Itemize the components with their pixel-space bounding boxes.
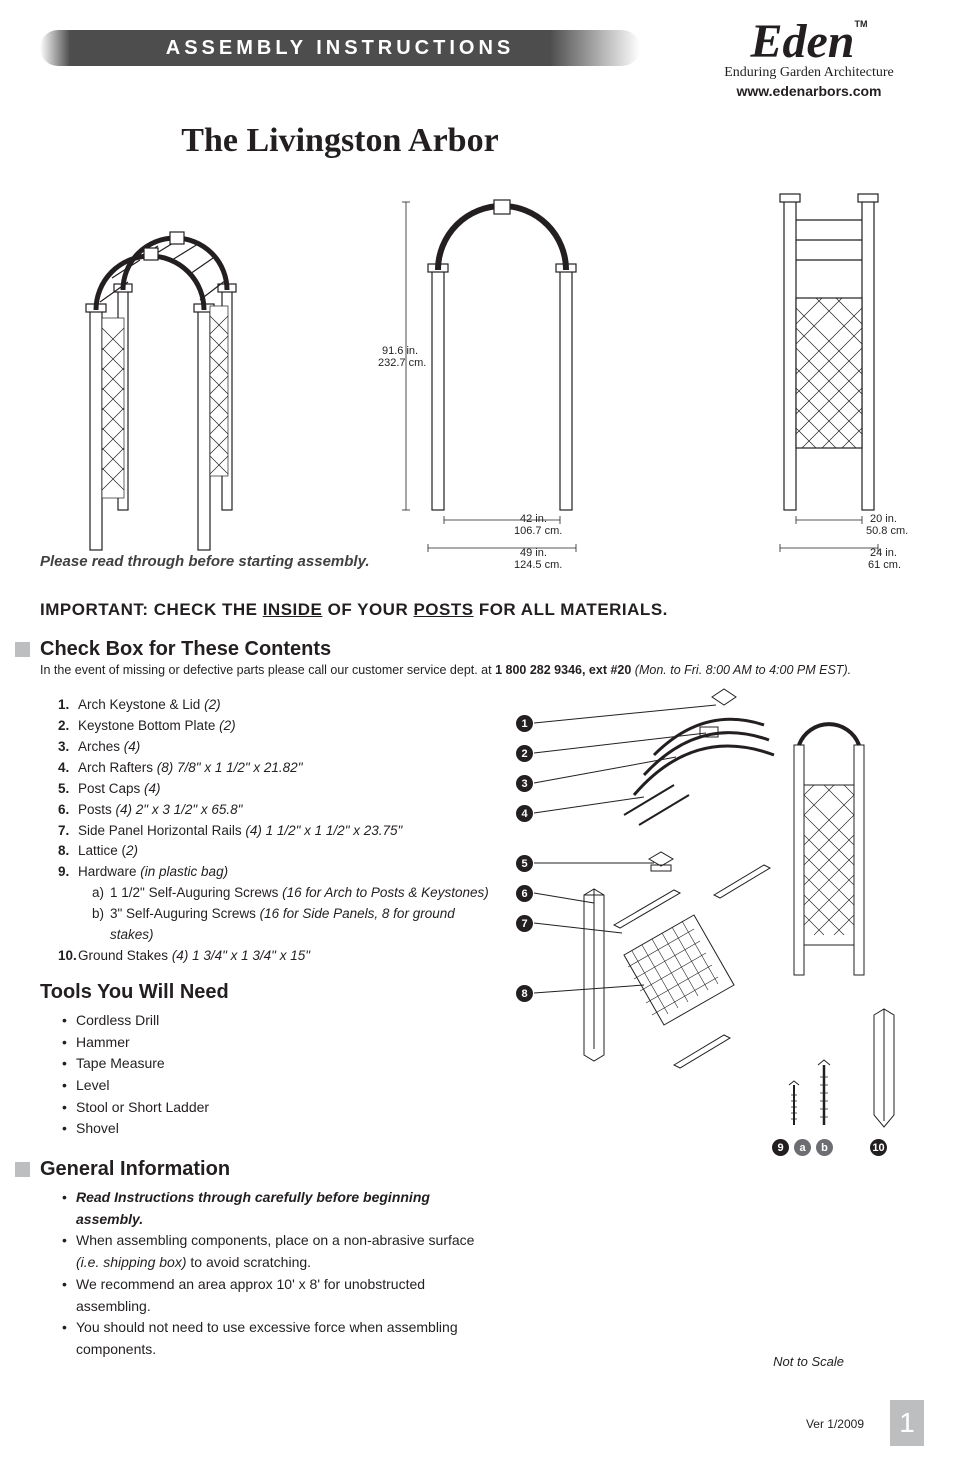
figure-front-elevation: 91.6 in. 232.7 cm. 42 in. 106.7 cm. 49 i… <box>372 170 632 570</box>
brand-tagline: Enduring Garden Architecture <box>704 65 914 81</box>
svg-text:61 cm.: 61 cm. <box>868 559 901 570</box>
general-item: When assembling components, place on a n… <box>62 1230 494 1273</box>
left-column: 1.Arch Keystone & Lid (2)2.Keystone Bott… <box>40 685 494 1361</box>
note-phone: 1 800 282 9346, ext #20 <box>495 663 631 677</box>
dim-winner-in: 42 in. <box>520 513 547 525</box>
dim-side-inner-cm: 50.8 cm. <box>866 525 908 537</box>
callout-7: 7 <box>516 915 533 932</box>
tool-item: Level <box>62 1075 494 1097</box>
callout-9b: b <box>816 1139 833 1156</box>
imp-u1: INSIDE <box>263 600 323 619</box>
svg-text:20 in.: 20 in. <box>870 513 897 525</box>
general-item: You should not need to use excessive for… <box>62 1317 494 1360</box>
general-item: We recommend an area approx 10' x 8' for… <box>62 1274 494 1317</box>
dim-height-in: 91.6 in. <box>382 345 418 357</box>
contents-item: 2.Keystone Bottom Plate (2) <box>58 716 494 737</box>
contents-header: Check Box for These Contents <box>40 638 914 661</box>
svg-text:49 in.: 49 in. <box>520 547 547 559</box>
imp-u2: POSTS <box>413 600 473 619</box>
page-number: 1 <box>890 1400 924 1446</box>
brand-block: EdenTM Enduring Garden Architecture www.… <box>704 20 914 99</box>
contents-note: In the event of missing or defective par… <box>40 663 914 677</box>
contents-item: 4.Arch Rafters (8) 7/8" x 1 1/2" x 21.82… <box>58 758 494 779</box>
contents-list: 1.Arch Keystone & Lid (2)2.Keystone Bott… <box>58 695 494 967</box>
brand-logo: EdenTM <box>704 20 914 63</box>
contents-item: 6.Posts (4) 2" x 3 1/2" x 65.8" <box>58 800 494 821</box>
imp-pre: IMPORTANT: CHECK THE <box>40 600 263 619</box>
general-item: Read Instructions through carefully befo… <box>62 1187 494 1230</box>
callout-8: 8 <box>516 985 533 1002</box>
svg-text:124.5 cm.: 124.5 cm. <box>514 559 562 570</box>
not-to-scale: Not to Scale <box>773 1354 844 1369</box>
svg-text:50.8 cm.: 50.8 cm. <box>866 525 908 537</box>
svg-text:91.6 in.: 91.6 in. <box>382 345 418 357</box>
figure-side-elevation: 20 in. 50.8 cm. 24 in. 61 cm. <box>744 170 914 570</box>
tool-item: Cordless Drill <box>62 1010 494 1032</box>
callout-9a: a <box>794 1139 811 1156</box>
tools-header: Tools You Will Need <box>40 981 494 1004</box>
callout-6: 6 <box>516 885 533 902</box>
version-label: Ver 1/2009 <box>806 1417 864 1431</box>
product-title: The Livingston Arbor <box>40 122 640 160</box>
svg-text:106.7 cm.: 106.7 cm. <box>514 525 562 537</box>
dim-wouter-in: 49 in. <box>520 547 547 559</box>
exploded-view: 1 2 3 4 5 6 7 8 9 a b 10 Not to Scale <box>494 685 914 1361</box>
dim-side-inner-in: 20 in. <box>870 513 897 525</box>
callout-4: 4 <box>516 805 533 822</box>
general-list: Read Instructions through carefully befo… <box>62 1187 494 1361</box>
figure-perspective <box>40 210 260 570</box>
tool-item: Tape Measure <box>62 1053 494 1075</box>
footer: Ver 1/2009 1 <box>40 1401 914 1441</box>
imp-post: FOR ALL MATERIALS. <box>474 600 668 619</box>
read-note: Please read through before starting asse… <box>40 553 370 570</box>
imp-mid: OF YOUR <box>322 600 413 619</box>
contents-item: 3.Arches (4) <box>58 737 494 758</box>
contents-title: Check Box for These Contents <box>40 638 331 661</box>
trademark: TM <box>855 19 868 29</box>
note-text: In the event of missing or defective par… <box>40 663 495 677</box>
section-marker <box>15 1162 30 1177</box>
banner: ASSEMBLY INSTRUCTIONS <box>40 30 640 66</box>
contents-item: 1.Arch Keystone & Lid (2) <box>58 695 494 716</box>
contents-item: 7.Side Panel Horizontal Rails (4) 1 1/2"… <box>58 821 494 842</box>
tool-item: Hammer <box>62 1032 494 1054</box>
callout-9: 9 <box>772 1139 789 1156</box>
svg-text:42 in.: 42 in. <box>520 513 547 525</box>
callout-10: 10 <box>870 1139 887 1156</box>
tools-list: Cordless DrillHammerTape MeasureLevelSto… <box>62 1010 494 1140</box>
tools-title: Tools You Will Need <box>40 981 229 1004</box>
callout-1: 1 <box>516 715 533 732</box>
general-header: General Information <box>40 1158 494 1181</box>
two-column-body: 1.Arch Keystone & Lid (2)2.Keystone Bott… <box>40 685 914 1361</box>
contents-item: 9.Hardware (in plastic bag)a)1 1/2" Self… <box>58 862 494 946</box>
dim-height-cm: 232.7 cm. <box>378 357 426 369</box>
contents-item: 8.Lattice (2) <box>58 841 494 862</box>
note-hours: (Mon. to Fri. 8:00 AM to 4:00 PM EST). <box>631 663 851 677</box>
header: ASSEMBLY INSTRUCTIONS EdenTM Enduring Ga… <box>40 30 914 110</box>
contents-item: 5.Post Caps (4) <box>58 779 494 800</box>
dim-wouter-cm: 124.5 cm. <box>514 559 562 570</box>
tool-item: Stool or Short Ladder <box>62 1097 494 1119</box>
tool-item: Shovel <box>62 1118 494 1140</box>
callout-2: 2 <box>516 745 533 762</box>
callout-3: 3 <box>516 775 533 792</box>
section-marker <box>15 642 30 657</box>
contents-item: 10.Ground Stakes (4) 1 3/4" x 1 3/4" x 1… <box>58 946 494 967</box>
dim-winner-cm: 106.7 cm. <box>514 525 562 537</box>
general-title: General Information <box>40 1158 230 1181</box>
svg-text:24 in.: 24 in. <box>870 547 897 559</box>
dim-side-outer-cm: 61 cm. <box>868 559 901 570</box>
figures-row: 91.6 in. 232.7 cm. 42 in. 106.7 cm. 49 i… <box>40 170 914 570</box>
dim-side-outer-in: 24 in. <box>870 547 897 559</box>
brand-logo-text: Eden <box>750 15 854 68</box>
svg-text:232.7 cm.: 232.7 cm. <box>378 357 426 369</box>
brand-url: www.edenarbors.com <box>704 83 914 99</box>
important-notice: IMPORTANT: CHECK THE INSIDE OF YOUR POST… <box>40 600 914 620</box>
callout-5: 5 <box>516 855 533 872</box>
